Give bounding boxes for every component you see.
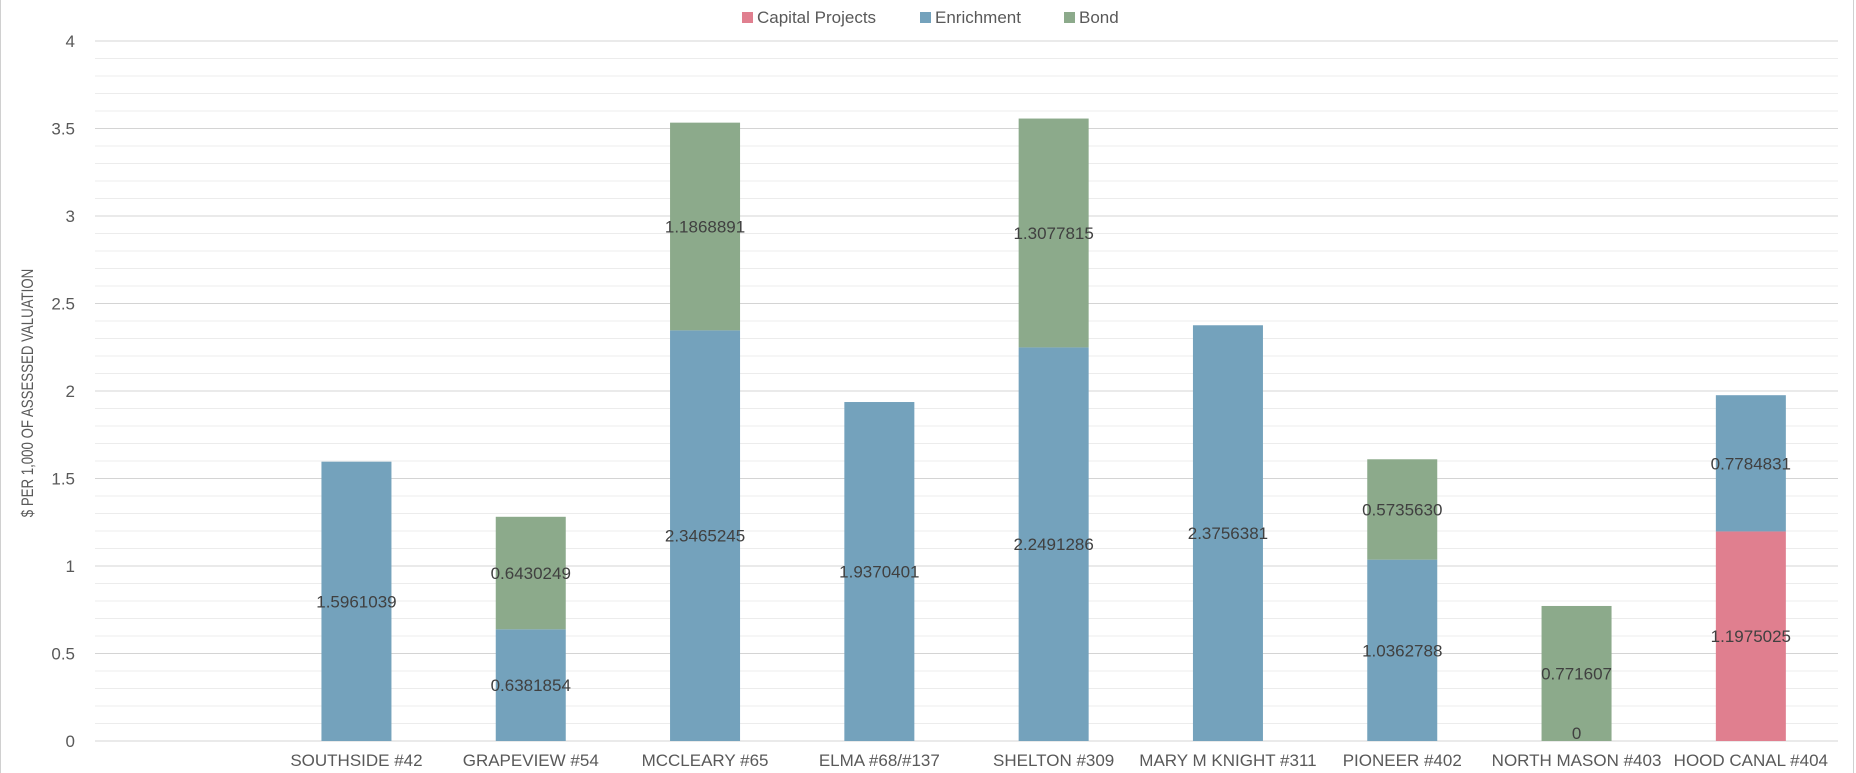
bar-segment [1192, 325, 1263, 741]
bars [321, 118, 1786, 741]
bar-segment [844, 402, 915, 741]
y-axis-label: $ PER 1,000 OF ASSESSED VALUATION [19, 269, 38, 517]
x-category-label: SHELTON #309 [993, 751, 1114, 770]
data-label: 1.0362788 [1362, 641, 1442, 660]
legend-item[interactable]: Enrichment [920, 8, 1021, 27]
x-category-label: GRAPEVIEW #54 [463, 751, 599, 770]
legend-label: Enrichment [935, 8, 1021, 27]
bar-segment [1367, 559, 1438, 741]
bar-segment [1018, 347, 1089, 741]
x-category-label: PIONEER #402 [1343, 751, 1462, 770]
bar-segment [1541, 605, 1612, 741]
data-label: 0.6381854 [491, 676, 571, 695]
legend[interactable]: Capital Projects Enrichment Bond [742, 8, 1119, 27]
x-category-label: SOUTHSIDE #42 [290, 751, 422, 770]
data-label: 2.2491286 [1013, 535, 1093, 554]
bar-segment [1715, 395, 1786, 532]
data-label: 1.5961039 [316, 592, 396, 611]
data-label: 1.9370401 [839, 563, 919, 582]
legend-swatch [742, 12, 753, 23]
x-category-label: MARY M KNIGHT #311 [1139, 751, 1316, 770]
bar-segment [670, 330, 741, 741]
data-label: 0.771607 [1541, 664, 1612, 683]
data-label: 0.6430249 [491, 564, 571, 583]
x-axis-categories: SOUTHSIDE #42 GRAPEVIEW #54 MCCLEARY #65 EL… [290, 751, 1828, 770]
data-label: 1.3077815 [1013, 224, 1093, 243]
bar-segment [495, 516, 566, 630]
y-tick-label: 1 [66, 557, 75, 576]
legend-swatch [1064, 12, 1075, 23]
y-tick-label: 0.5 [51, 645, 75, 664]
legend-label: Bond [1079, 8, 1119, 27]
legend-swatch [920, 12, 931, 23]
bar-segment [1018, 118, 1089, 348]
data-label: 1.1868891 [665, 218, 745, 237]
data-label: 2.3756381 [1188, 524, 1268, 543]
data-label: 0 [1572, 724, 1581, 743]
legend-item[interactable]: Capital Projects [742, 8, 876, 27]
legend-item[interactable]: Bond [1064, 8, 1119, 27]
y-tick-label: 4 [66, 32, 75, 51]
data-label: 0.5735630 [1362, 500, 1442, 519]
bar-segment [1367, 459, 1438, 560]
y-tick-label: 3 [66, 207, 75, 226]
legend-label: Capital Projects [757, 8, 876, 27]
y-tick-label: 2 [66, 382, 75, 401]
bar-segment [670, 122, 741, 331]
x-category-label: ELMA #68/#137 [819, 751, 940, 770]
data-label: 0.7784831 [1711, 454, 1791, 473]
y-tick-label: 3.5 [51, 120, 75, 139]
bar-segment [321, 461, 392, 741]
x-category-label: NORTH MASON #403 [1492, 751, 1662, 770]
y-tick-label: 0 [66, 732, 75, 751]
data-label: 1.1975025 [1711, 627, 1791, 646]
x-category-label: MCCLEARY #65 [642, 751, 769, 770]
data-labels: 1.5961039 0.6381854 0.6430249 2.3465245 1.18… [316, 218, 1791, 743]
y-tick-label: 1.5 [51, 470, 75, 489]
x-category-label: HOOD CANAL #404 [1674, 751, 1828, 770]
data-label: 2.3465245 [665, 527, 745, 546]
y-tick-label: 2.5 [51, 295, 75, 314]
bar-segment [495, 629, 566, 741]
y-axis-ticks: 0 0.5 1 1.5 2 2.5 3 3.5 4 [51, 32, 75, 751]
bar-segment [1715, 531, 1786, 741]
